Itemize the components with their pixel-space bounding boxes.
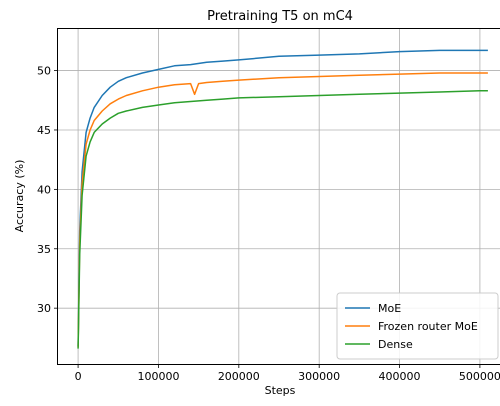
x-axis-ticks: 0 100000 200000 300000 400000 500000 (75, 364, 500, 383)
legend-label-moe: MoE (378, 302, 401, 315)
y-tick-label: 50 (37, 65, 51, 78)
y-axis-ticks: 30 35 40 45 50 (37, 65, 58, 316)
x-tick-label: 0 (75, 370, 82, 383)
y-tick-label: 45 (37, 124, 51, 137)
y-tick-label: 40 (37, 183, 51, 196)
x-tick-label: 200000 (218, 370, 260, 383)
x-tick-label: 100000 (137, 370, 179, 383)
y-axis-label: Accuracy (%) (13, 160, 26, 233)
legend-label-dense: Dense (378, 338, 413, 351)
x-tick-label: 500000 (459, 370, 500, 383)
x-axis-label: Steps (265, 384, 296, 397)
y-tick-label: 30 (37, 302, 51, 315)
chart-title: Pretraining T5 on mC4 (207, 9, 353, 24)
legend: MoE Frozen router MoE Dense (337, 293, 498, 359)
y-tick-label: 35 (37, 243, 51, 256)
x-tick-label: 400000 (379, 370, 421, 383)
legend-label-frozen-router-moe: Frozen router MoE (378, 320, 478, 333)
x-tick-label: 300000 (298, 370, 340, 383)
